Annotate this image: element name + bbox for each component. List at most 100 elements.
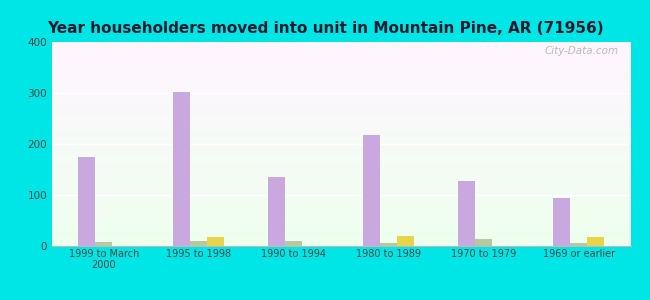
Bar [52, 128, 630, 130]
Bar [78, 157, 96, 246]
Bar [52, 213, 630, 215]
Bar [52, 113, 630, 116]
Bar [52, 93, 630, 95]
Bar [52, 111, 630, 113]
Bar [52, 103, 630, 105]
Bar [173, 92, 190, 246]
Bar [52, 138, 630, 140]
Bar [52, 95, 630, 97]
Bar [52, 73, 630, 75]
Bar [52, 68, 630, 70]
Bar [52, 146, 630, 148]
Bar [52, 122, 630, 124]
Bar [380, 244, 397, 246]
Bar [363, 135, 380, 246]
Bar [52, 85, 630, 87]
Bar [52, 162, 630, 164]
Bar [52, 191, 630, 193]
Bar [52, 126, 630, 128]
Bar [52, 242, 630, 244]
Bar [52, 46, 630, 48]
Bar [52, 83, 630, 85]
Bar [52, 77, 630, 79]
Bar [52, 58, 630, 60]
Bar [52, 91, 630, 93]
Bar [458, 181, 475, 246]
Bar [52, 62, 630, 64]
Bar [52, 118, 630, 119]
Bar [52, 156, 630, 158]
Bar [52, 81, 630, 83]
Bar [190, 242, 207, 246]
Bar [52, 201, 630, 203]
Bar [52, 211, 630, 213]
Bar [52, 160, 630, 162]
Bar [52, 105, 630, 107]
Bar [52, 221, 630, 224]
Bar [397, 236, 414, 246]
Bar [52, 107, 630, 109]
Bar [52, 70, 630, 73]
Bar [52, 232, 630, 234]
Bar [207, 237, 224, 246]
Bar [52, 170, 630, 172]
Bar [52, 101, 630, 103]
Bar [52, 124, 630, 126]
Bar [52, 215, 630, 217]
Bar [52, 154, 630, 156]
Bar [52, 220, 630, 221]
Bar [52, 218, 630, 220]
Bar [52, 150, 630, 152]
Bar [570, 244, 587, 246]
Bar [52, 142, 630, 144]
Bar [52, 230, 630, 232]
Bar [52, 97, 630, 99]
Bar [52, 134, 630, 136]
Bar [52, 209, 630, 211]
Bar [587, 237, 605, 246]
Bar [52, 109, 630, 111]
Bar [52, 67, 630, 68]
Bar [52, 144, 630, 146]
Bar [52, 54, 630, 56]
Bar [52, 79, 630, 81]
Bar [52, 60, 630, 62]
Bar [52, 136, 630, 138]
Bar [475, 239, 492, 246]
Bar [52, 158, 630, 160]
Bar [285, 242, 302, 246]
Bar [52, 183, 630, 185]
Bar [52, 48, 630, 50]
Text: City-Data.com: City-Data.com [545, 46, 619, 56]
Bar [52, 187, 630, 189]
Bar [52, 177, 630, 179]
Bar [553, 197, 570, 246]
Bar [52, 140, 630, 142]
Bar [52, 179, 630, 181]
Text: Year householders moved into unit in Mountain Pine, AR (71956): Year householders moved into unit in Mou… [47, 21, 603, 36]
Bar [52, 56, 630, 58]
Bar [52, 236, 630, 238]
Bar [52, 89, 630, 91]
Bar [52, 167, 630, 169]
Bar [52, 42, 630, 44]
Bar [52, 172, 630, 175]
Bar [52, 240, 630, 242]
Bar [52, 50, 630, 52]
Bar [52, 244, 630, 246]
Bar [52, 199, 630, 201]
Bar [52, 205, 630, 207]
Bar [52, 119, 630, 122]
Bar [52, 44, 630, 46]
Bar [52, 64, 630, 67]
Bar [52, 203, 630, 205]
Bar [52, 87, 630, 89]
Bar [52, 207, 630, 209]
Bar [52, 175, 630, 177]
Bar [52, 185, 630, 187]
Bar [52, 75, 630, 77]
Bar [52, 228, 630, 230]
Bar [52, 193, 630, 195]
Bar [52, 52, 630, 54]
Bar [52, 224, 630, 226]
